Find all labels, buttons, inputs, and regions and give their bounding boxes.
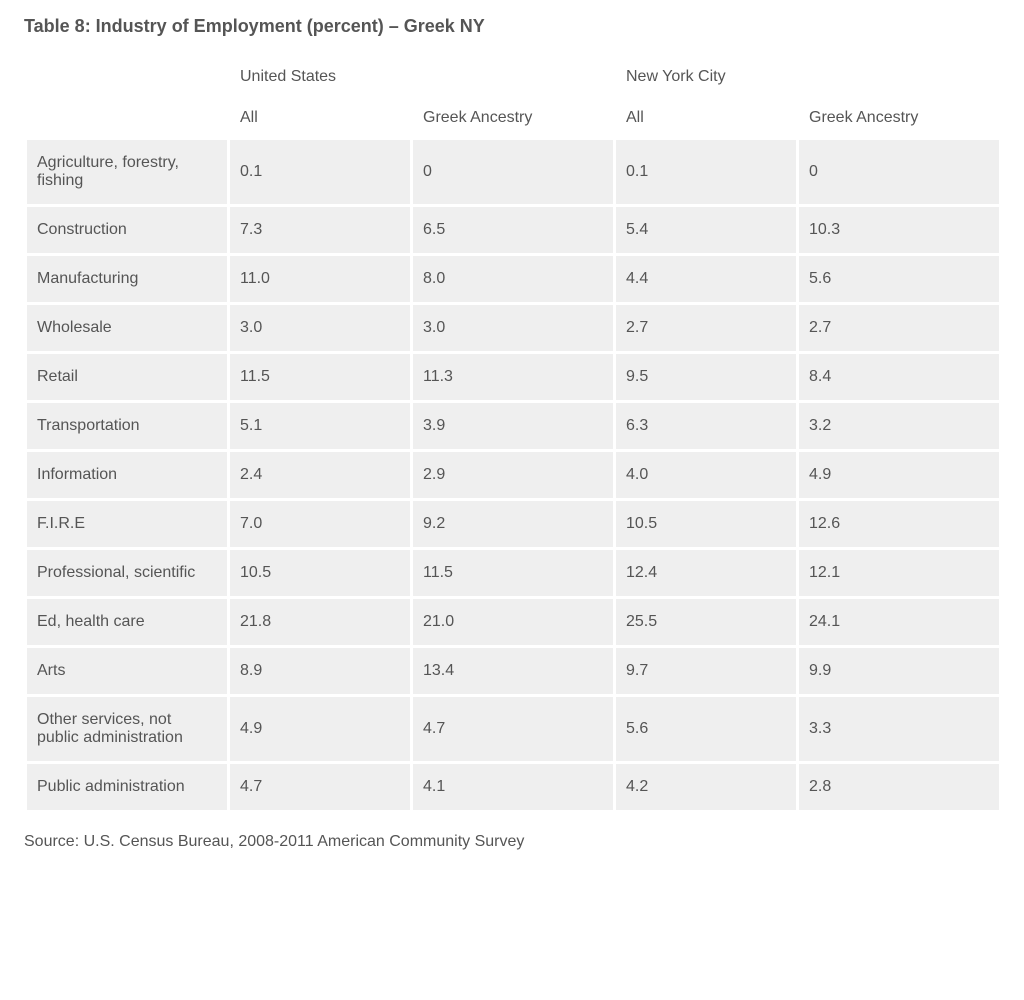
cell-value: 3.0 bbox=[413, 305, 613, 351]
row-label: Wholesale bbox=[27, 305, 227, 351]
cell-value: 9.5 bbox=[616, 354, 796, 400]
cell-value: 13.4 bbox=[413, 648, 613, 694]
cell-value: 2.8 bbox=[799, 764, 999, 810]
cell-value: 3.9 bbox=[413, 403, 613, 449]
cell-value: 2.7 bbox=[799, 305, 999, 351]
table-row: Agriculture, forestry, fishing0.100.10 bbox=[27, 140, 999, 204]
table-row: Construction7.36.55.410.3 bbox=[27, 207, 999, 253]
cell-value: 21.8 bbox=[230, 599, 410, 645]
cell-value: 5.4 bbox=[616, 207, 796, 253]
cell-value: 11.3 bbox=[413, 354, 613, 400]
cell-value: 4.7 bbox=[413, 697, 613, 761]
cell-value: 2.9 bbox=[413, 452, 613, 498]
row-label: Retail bbox=[27, 354, 227, 400]
cell-value: 24.1 bbox=[799, 599, 999, 645]
cell-value: 5.6 bbox=[616, 697, 796, 761]
row-label: F.I.R.E bbox=[27, 501, 227, 547]
cell-value: 4.9 bbox=[230, 697, 410, 761]
row-label: Transportation bbox=[27, 403, 227, 449]
cell-value: 12.6 bbox=[799, 501, 999, 547]
table-row: Manufacturing11.08.04.45.6 bbox=[27, 256, 999, 302]
table-row: Professional, scientific10.511.512.412.1 bbox=[27, 550, 999, 596]
row-label: Manufacturing bbox=[27, 256, 227, 302]
table-row: Ed, health care21.821.025.524.1 bbox=[27, 599, 999, 645]
row-label: Information bbox=[27, 452, 227, 498]
header-blank bbox=[27, 58, 227, 96]
table-title: Table 8: Industry of Employment (percent… bbox=[24, 16, 1000, 37]
sub-header: All bbox=[616, 99, 796, 137]
cell-value: 4.0 bbox=[616, 452, 796, 498]
header-sub-row: All Greek Ancestry All Greek Ancestry bbox=[27, 99, 999, 137]
employment-table: United States New York City All Greek An… bbox=[24, 55, 1002, 813]
cell-value: 6.3 bbox=[616, 403, 796, 449]
header-blank bbox=[27, 99, 227, 137]
row-label: Other services, not public administratio… bbox=[27, 697, 227, 761]
row-label: Arts bbox=[27, 648, 227, 694]
cell-value: 11.5 bbox=[230, 354, 410, 400]
cell-value: 2.4 bbox=[230, 452, 410, 498]
cell-value: 7.0 bbox=[230, 501, 410, 547]
table-row: Wholesale3.03.02.72.7 bbox=[27, 305, 999, 351]
cell-value: 12.1 bbox=[799, 550, 999, 596]
cell-value: 4.1 bbox=[413, 764, 613, 810]
cell-value: 11.5 bbox=[413, 550, 613, 596]
cell-value: 3.0 bbox=[230, 305, 410, 351]
header-group-us: United States bbox=[230, 58, 613, 96]
cell-value: 9.9 bbox=[799, 648, 999, 694]
cell-value: 0.1 bbox=[230, 140, 410, 204]
sub-header: Greek Ancestry bbox=[799, 99, 999, 137]
cell-value: 6.5 bbox=[413, 207, 613, 253]
table-row: Arts8.913.49.79.9 bbox=[27, 648, 999, 694]
table-row: F.I.R.E7.09.210.512.6 bbox=[27, 501, 999, 547]
row-label: Professional, scientific bbox=[27, 550, 227, 596]
cell-value: 10.5 bbox=[616, 501, 796, 547]
cell-value: 9.2 bbox=[413, 501, 613, 547]
cell-value: 3.3 bbox=[799, 697, 999, 761]
row-label: Ed, health care bbox=[27, 599, 227, 645]
sub-header: Greek Ancestry bbox=[413, 99, 613, 137]
cell-value: 4.2 bbox=[616, 764, 796, 810]
table-row: Other services, not public administratio… bbox=[27, 697, 999, 761]
row-label: Agriculture, forestry, fishing bbox=[27, 140, 227, 204]
cell-value: 5.6 bbox=[799, 256, 999, 302]
cell-value: 2.7 bbox=[616, 305, 796, 351]
sub-header: All bbox=[230, 99, 410, 137]
cell-value: 3.2 bbox=[799, 403, 999, 449]
cell-value: 8.4 bbox=[799, 354, 999, 400]
cell-value: 12.4 bbox=[616, 550, 796, 596]
row-label: Construction bbox=[27, 207, 227, 253]
cell-value: 10.3 bbox=[799, 207, 999, 253]
header-group-nyc: New York City bbox=[616, 58, 999, 96]
cell-value: 4.4 bbox=[616, 256, 796, 302]
cell-value: 10.5 bbox=[230, 550, 410, 596]
table-source: Source: U.S. Census Bureau, 2008-2011 Am… bbox=[24, 833, 1000, 851]
cell-value: 25.5 bbox=[616, 599, 796, 645]
cell-value: 9.7 bbox=[616, 648, 796, 694]
row-label: Public administration bbox=[27, 764, 227, 810]
table-row: Retail11.511.39.58.4 bbox=[27, 354, 999, 400]
cell-value: 0 bbox=[413, 140, 613, 204]
cell-value: 4.9 bbox=[799, 452, 999, 498]
header-group-row: United States New York City bbox=[27, 58, 999, 96]
table-row: Information2.42.94.04.9 bbox=[27, 452, 999, 498]
table-row: Public administration4.74.14.22.8 bbox=[27, 764, 999, 810]
cell-value: 7.3 bbox=[230, 207, 410, 253]
cell-value: 8.0 bbox=[413, 256, 613, 302]
cell-value: 0 bbox=[799, 140, 999, 204]
cell-value: 8.9 bbox=[230, 648, 410, 694]
cell-value: 21.0 bbox=[413, 599, 613, 645]
cell-value: 11.0 bbox=[230, 256, 410, 302]
cell-value: 0.1 bbox=[616, 140, 796, 204]
cell-value: 4.7 bbox=[230, 764, 410, 810]
cell-value: 5.1 bbox=[230, 403, 410, 449]
table-row: Transportation5.13.96.33.2 bbox=[27, 403, 999, 449]
